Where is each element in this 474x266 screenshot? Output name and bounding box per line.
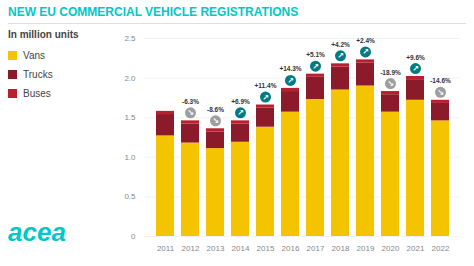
html-text:NEW EU COMMERCIAL VEHICLE REGI: NEW EU COMMERCIAL VEHICLE REGISTRATIONS xyxy=(8,5,299,19)
svg-text:2019: 2019 xyxy=(357,244,375,253)
svg-text:↘: ↘ xyxy=(437,88,444,97)
svg-text:2022: 2022 xyxy=(432,244,450,253)
svg-text:+14.3%: +14.3% xyxy=(279,65,301,72)
svg-text:2017: 2017 xyxy=(307,244,325,253)
svg-text:↗: ↗ xyxy=(262,93,269,102)
svg-text:1.5: 1.5 xyxy=(124,113,136,122)
svg-text:↗: ↗ xyxy=(237,108,244,117)
html-text:Trucks: Trucks xyxy=(23,69,53,80)
svg-text:↗: ↗ xyxy=(362,47,369,56)
svg-text:+4.2%: +4.2% xyxy=(331,41,350,48)
svg-text:2014: 2014 xyxy=(232,244,250,253)
svg-text:-8.6%: -8.6% xyxy=(207,106,224,113)
svg-text:0: 0 xyxy=(131,232,136,241)
svg-text:2020: 2020 xyxy=(382,244,400,253)
svg-text:2.0: 2.0 xyxy=(124,74,136,83)
html-text:Buses: Buses xyxy=(23,88,51,99)
svg-text:2011: 2011 xyxy=(157,244,175,253)
svg-text:↘: ↘ xyxy=(187,108,194,117)
html-text:In million units: In million units xyxy=(8,29,79,40)
svg-text:2013: 2013 xyxy=(207,244,225,253)
svg-text:2012: 2012 xyxy=(182,244,200,253)
svg-text:-14.6%: -14.6% xyxy=(430,77,451,84)
svg-text:2021: 2021 xyxy=(407,244,425,253)
svg-text:-18.9%: -18.9% xyxy=(380,69,401,76)
svg-text:2018: 2018 xyxy=(332,244,350,253)
svg-text:↘: ↘ xyxy=(212,116,219,125)
html-text:acea: acea xyxy=(8,217,66,247)
svg-text:↗: ↗ xyxy=(337,51,344,60)
svg-text:-6.3%: -6.3% xyxy=(182,98,199,105)
svg-text:+6.9%: +6.9% xyxy=(231,98,250,105)
svg-text:+11.4%: +11.4% xyxy=(255,82,277,89)
svg-text:+5.1%: +5.1% xyxy=(306,51,325,58)
html-text:Vans: Vans xyxy=(23,50,46,61)
svg-text:2016: 2016 xyxy=(282,244,300,253)
svg-text:↗: ↗ xyxy=(312,62,319,71)
svg-text:2.5: 2.5 xyxy=(124,34,136,43)
svg-text:↗: ↗ xyxy=(412,64,419,73)
svg-text:+9.6%: +9.6% xyxy=(406,54,425,61)
svg-text:0.5: 0.5 xyxy=(124,192,136,201)
svg-text:1.0: 1.0 xyxy=(124,153,136,162)
svg-text:2015: 2015 xyxy=(257,244,275,253)
svg-text:+2.4%: +2.4% xyxy=(356,37,375,44)
svg-text:↗: ↗ xyxy=(287,76,294,85)
svg-text:↘: ↘ xyxy=(387,79,394,88)
